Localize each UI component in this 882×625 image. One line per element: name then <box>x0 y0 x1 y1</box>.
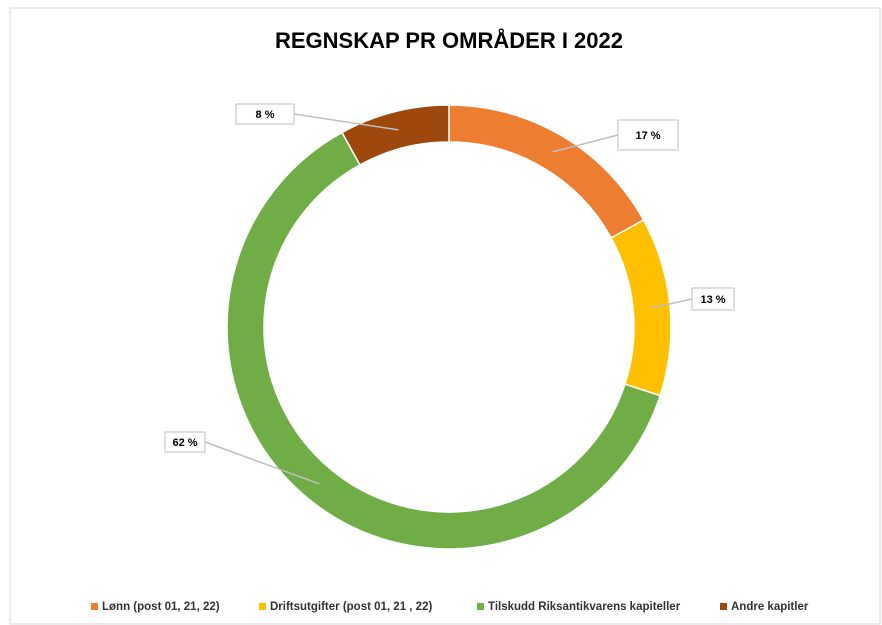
legend-swatch <box>259 603 266 610</box>
data-label: 8 % <box>256 109 275 121</box>
donut-slice <box>226 131 662 550</box>
data-label: 13 % <box>700 294 725 306</box>
leader-line <box>651 298 693 309</box>
legend-swatch <box>720 603 727 610</box>
leader-line <box>552 134 619 153</box>
leader-line <box>204 441 320 485</box>
legend-label: Andre kapitler <box>731 601 809 613</box>
legend-label: Tilskudd Riksantikvarens kapiteller <box>488 601 681 613</box>
data-label: 62 % <box>172 437 197 449</box>
legend-label: Driftsutgifter (post 01, 21 , 22) <box>270 601 432 613</box>
label-box <box>691 287 735 311</box>
label-box <box>617 119 679 151</box>
legend-swatch <box>91 603 98 610</box>
donut-slice <box>341 104 450 166</box>
legend-swatch <box>477 603 484 610</box>
label-box <box>235 103 295 125</box>
legend-label: Lønn (post 01, 21, 22) <box>102 601 220 613</box>
chart-title: REGNSKAP PR OMRÅDER I 2022 <box>275 27 623 53</box>
data-label: 17 % <box>635 130 660 142</box>
leader-line <box>293 113 399 131</box>
label-box <box>164 431 206 453</box>
